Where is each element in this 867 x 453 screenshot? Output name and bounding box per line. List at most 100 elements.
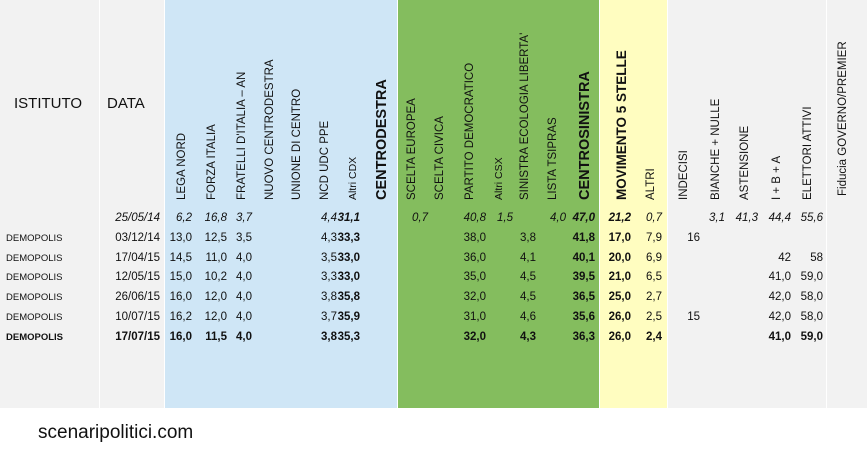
cell-csx: 36,3 <box>572 331 595 343</box>
row-istituto: DEMOPOLIS <box>6 272 63 283</box>
cell-fi: 11,0 <box>205 252 227 264</box>
separator <box>164 0 165 408</box>
cell-indecisi: 16 <box>687 232 700 244</box>
row-istituto: DEMOPOLIS <box>6 312 63 323</box>
row-date: 25/05/14 <box>115 212 160 224</box>
cell-indecisi: 15 <box>687 311 700 323</box>
column-header-cdx: CENTRODESTRA <box>374 79 390 200</box>
cell-fdi: 4,0 <box>236 252 252 264</box>
cell-altri: 0,7 <box>646 212 662 224</box>
cell-lega: 13,0 <box>169 232 192 244</box>
column-header-elettori: ELETTORI ATTIVI <box>802 106 814 200</box>
cell-altri: 6,5 <box>646 271 662 283</box>
cell-lega: 16,0 <box>169 331 192 343</box>
cell-altri: 7,9 <box>646 232 662 244</box>
column-header-udc: UNIONE DI CENTRO <box>291 88 303 200</box>
cell-m5s: 21,2 <box>608 212 631 224</box>
cell-ncd: 3,3 <box>321 271 337 283</box>
cell-pd: 36,0 <box>463 252 486 264</box>
cell-csx: 40,1 <box>572 252 595 264</box>
cell-csx: 47,0 <box>572 212 595 224</box>
cell-cdx: 35,9 <box>337 311 360 323</box>
column-header-se: SCELTA EUROPEA <box>406 98 418 200</box>
column-header-sc: SCELTA CIVICA <box>434 116 446 200</box>
footer-credit: scenaripolitici.com <box>38 422 194 443</box>
column-header-altricsx: Altri CSX <box>493 157 505 200</box>
cell-lega: 16,2 <box>169 311 192 323</box>
cell-fdi: 4,0 <box>236 291 252 303</box>
cell-cdx: 33,0 <box>337 271 360 283</box>
cell-iba: 42,0 <box>768 291 791 303</box>
cell-sel: 4,5 <box>520 291 536 303</box>
column-header-tsipras: LISTA TSIPRAS <box>547 117 559 200</box>
cell-pd: 38,0 <box>463 232 486 244</box>
cell-sel: 4,5 <box>520 271 536 283</box>
cell-elettori: 59,0 <box>800 271 823 283</box>
cell-ncd: 3,8 <box>321 331 337 343</box>
cell-cdx: 33,0 <box>337 252 360 264</box>
cell-lega: 14,5 <box>169 252 192 264</box>
cell-m5s: 26,0 <box>608 331 631 343</box>
cell-elettori: 58,0 <box>800 311 823 323</box>
cell-bianche: 3,1 <box>709 212 725 224</box>
cell-elettori: 58,0 <box>800 291 823 303</box>
separator <box>397 0 398 408</box>
cell-cdx: 31,1 <box>337 212 360 224</box>
cell-m5s: 17,0 <box>608 232 631 244</box>
cell-astensione: 41,3 <box>735 212 758 224</box>
cell-fdi: 4,0 <box>236 331 252 343</box>
cell-pd: 32,0 <box>463 291 486 303</box>
column-header-lega: LEGA NORD <box>176 132 188 200</box>
row-istituto: DEMOPOLIS <box>6 332 64 343</box>
column-header-ncd_nuovo: NUOVO CENTRODESTRA <box>264 59 276 200</box>
cell-ncd: 4,3 <box>321 232 337 244</box>
neutral-band-right <box>667 0 867 408</box>
cell-ncd: 3,5 <box>321 252 337 264</box>
cell-pd: 35,0 <box>463 271 486 283</box>
cell-lega: 6,2 <box>176 212 192 224</box>
cell-fi: 11,5 <box>205 331 227 343</box>
separator <box>99 0 100 408</box>
cell-pd: 31,0 <box>463 311 486 323</box>
cell-pd: 40,8 <box>463 212 486 224</box>
cell-fi: 10,2 <box>204 271 227 283</box>
cell-altri: 2,7 <box>646 291 662 303</box>
cell-ncd: 3,7 <box>321 311 337 323</box>
cell-elettori: 59,0 <box>800 331 823 343</box>
cell-fi: 12,5 <box>204 232 227 244</box>
column-header-indecisi: INDECISI <box>678 150 690 200</box>
cell-ncd: 3,8 <box>321 291 337 303</box>
cell-fdi: 4,0 <box>236 311 252 323</box>
m5s-band <box>599 0 667 408</box>
cell-pd: 32,0 <box>463 331 486 343</box>
cell-iba: 42 <box>778 252 791 264</box>
separator <box>667 0 668 408</box>
cell-csx: 39,5 <box>572 271 595 283</box>
cell-lega: 15,0 <box>169 271 192 283</box>
cell-csx: 36,5 <box>572 291 595 303</box>
cell-fdi: 4,0 <box>236 271 252 283</box>
column-header-bianche: BIANCHE + NULLE <box>710 98 722 200</box>
cell-cdx: 33,3 <box>337 232 360 244</box>
column-header-astensione: ASTENSIONE <box>739 125 751 200</box>
cell-iba: 42,0 <box>768 311 791 323</box>
column-header-altricdx: Altri CDX <box>347 156 359 200</box>
row-istituto: DEMOPOLIS <box>6 292 63 303</box>
cell-m5s: 20,0 <box>608 252 631 264</box>
cell-iba: 41,0 <box>768 331 791 343</box>
cell-sel: 4,3 <box>520 331 536 343</box>
cell-tsipras: 4,0 <box>550 212 566 224</box>
column-header-iba: I + B + A <box>771 155 783 200</box>
row-istituto: DEMOPOLIS <box>6 253 63 264</box>
cell-sel: 4,1 <box>520 252 536 264</box>
cell-elettori: 55,6 <box>800 212 823 224</box>
separator <box>599 0 600 408</box>
column-header-ncd: NCD UDC PPE <box>319 120 331 200</box>
column-header-csx: CENTROSINISTRA <box>577 71 593 200</box>
cell-cdx: 35,8 <box>337 291 360 303</box>
cell-csx: 35,6 <box>572 311 595 323</box>
header-data: DATA <box>107 95 145 112</box>
row-date: 03/12/14 <box>115 232 160 244</box>
cell-altri: 2,5 <box>646 311 662 323</box>
cell-fdi: 3,5 <box>236 232 252 244</box>
